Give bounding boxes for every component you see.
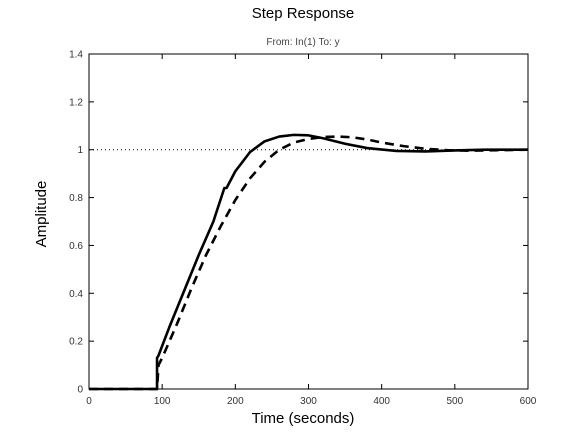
series-line-dashed <box>89 135 529 391</box>
x-tick-label: 500 <box>446 396 463 407</box>
x-tick-label: 0 <box>86 396 92 407</box>
chart-title: Step Response <box>252 5 355 22</box>
x-tick-label: 300 <box>300 396 317 407</box>
y-tick-label: 1.2 <box>69 97 83 108</box>
x-tick-label: 600 <box>520 396 537 407</box>
x-tick-label: 400 <box>373 396 390 407</box>
x-axis-label: Time (seconds) <box>252 410 355 427</box>
chart-subtitle: From: In(1) To: y <box>266 37 339 48</box>
series-line-solid <box>89 133 528 391</box>
series-group <box>89 133 529 391</box>
y-tick-label: 0 <box>77 385 83 396</box>
y-tick-label: 0.2 <box>69 337 83 348</box>
y-axis-label: Amplitude <box>33 181 50 248</box>
y-tick-label: 1 <box>77 145 83 156</box>
y-tick-label: 1.4 <box>69 50 83 61</box>
y-tick-label: 0.6 <box>69 241 83 252</box>
axis-ticks: 0 100 200 300 400 500 600 0 0.2 0.4 0.6 0.8 1 1.2 1.4 <box>69 50 537 408</box>
x-tick-label: 200 <box>227 396 244 407</box>
plot-area <box>88 53 529 390</box>
y-tick-label: 0.8 <box>69 193 83 204</box>
x-tick-label: 100 <box>154 396 171 407</box>
y-tick-label: 0.4 <box>69 289 83 300</box>
